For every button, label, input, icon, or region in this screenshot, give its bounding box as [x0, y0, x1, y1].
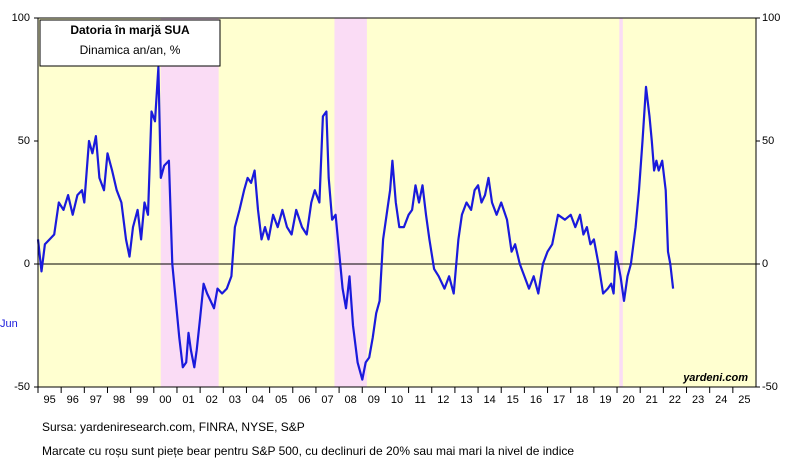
data-line: [36, 66, 675, 381]
y-tick-label: 0: [24, 258, 30, 270]
x-tick-label: 09: [368, 394, 380, 406]
x-tick-label: 16: [530, 394, 542, 406]
x-tick-label: 12: [437, 394, 449, 406]
x-tick-label: 22: [669, 394, 681, 406]
x-tick-label: 21: [646, 394, 658, 406]
y2-tick-label: -50: [762, 381, 778, 393]
x-tick-label: 96: [67, 394, 79, 406]
watermark: yardeni.com: [682, 372, 748, 384]
x-tick-label: 97: [90, 394, 102, 406]
x-tick-label: 01: [182, 394, 194, 406]
x-tick-label: 25: [738, 394, 750, 406]
chart-subtitle: Dinamica an/an, %: [80, 43, 181, 57]
x-tick-label: 08: [345, 394, 357, 406]
bear-market: [334, 18, 367, 387]
x-tick-label: 15: [507, 394, 519, 406]
x-tick-label: 24: [715, 394, 727, 406]
note: Marcate cu roșu sunt piețe bear pentru S…: [42, 444, 574, 458]
y-tick-label: 100: [12, 12, 30, 24]
plot-background: [38, 18, 756, 387]
x-tick-label: 02: [206, 394, 218, 406]
x-tick-label: 99: [136, 394, 148, 406]
x-tick-label: 11: [414, 394, 425, 406]
x-tick-label: 17: [553, 394, 565, 406]
title-box: [39, 19, 221, 67]
x-tick-label: 18: [576, 394, 588, 406]
x-tick-label: 98: [113, 394, 125, 406]
x-tick-label: 07: [321, 394, 333, 406]
x-tick-label: 19: [599, 394, 611, 406]
y2-tick-label: 0: [762, 258, 768, 270]
x-tick-label: 05: [275, 394, 287, 406]
x-tick-label: 06: [298, 394, 310, 406]
bear-market: [619, 18, 623, 387]
y2-tick-label: 100: [762, 12, 780, 24]
x-tick-label: 95: [43, 394, 55, 406]
x-tick-label: 23: [692, 394, 704, 406]
y-tick-label: -50: [14, 381, 30, 393]
x-tick-label: 20: [622, 394, 634, 406]
frame: [37, 17, 757, 388]
x-tick-label: 13: [460, 394, 472, 406]
x-tick-label: 10: [391, 394, 403, 406]
x-tick-label: 04: [252, 394, 264, 406]
source: Sursa: yardeniresearch.com, FINRA, NYSE,…: [42, 420, 305, 434]
x-tick-label: 14: [484, 394, 496, 406]
chart-title: Datoria în marjă SUA: [70, 23, 190, 37]
x-tick-label: 00: [159, 394, 171, 406]
y2-tick-label: 50: [762, 135, 774, 147]
y-tick-label: 50: [18, 135, 30, 147]
end-label: Jun: [0, 318, 18, 330]
x-tick-label: 03: [229, 394, 241, 406]
